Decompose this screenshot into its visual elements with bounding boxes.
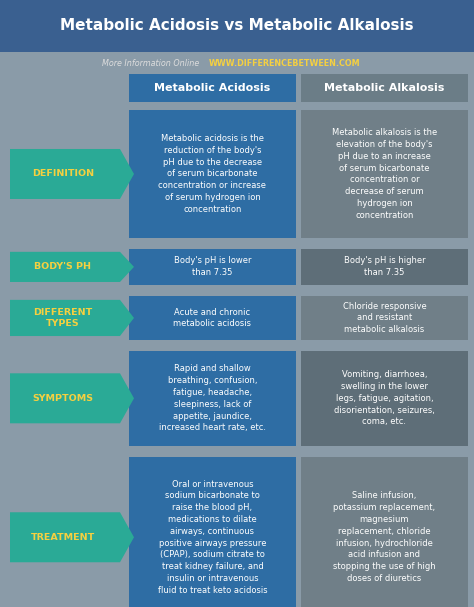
FancyBboxPatch shape <box>301 110 468 238</box>
Text: WWW.DIFFERENCEBETWEEN.COM: WWW.DIFFERENCEBETWEEN.COM <box>209 58 360 67</box>
FancyBboxPatch shape <box>301 249 468 285</box>
Text: DIFFERENT
TYPES: DIFFERENT TYPES <box>33 308 92 328</box>
Polygon shape <box>10 300 134 336</box>
Polygon shape <box>10 252 134 282</box>
FancyBboxPatch shape <box>129 74 296 102</box>
FancyBboxPatch shape <box>129 249 296 285</box>
FancyBboxPatch shape <box>301 296 468 340</box>
FancyBboxPatch shape <box>129 296 296 340</box>
Polygon shape <box>10 512 134 562</box>
Text: More Information Online: More Information Online <box>102 58 199 67</box>
FancyBboxPatch shape <box>0 0 474 52</box>
Text: TREATMENT: TREATMENT <box>31 533 95 542</box>
Text: Metabolic alkalosis is the
elevation of the body's
pH due to an increase
of seru: Metabolic alkalosis is the elevation of … <box>332 128 437 220</box>
FancyBboxPatch shape <box>129 351 296 446</box>
Text: Saline infusion,
potassium replacement,
magnesium
replacement, chloride
infusion: Saline infusion, potassium replacement, … <box>333 492 436 583</box>
Text: Acute and chronic
metabolic acidosis: Acute and chronic metabolic acidosis <box>173 308 252 328</box>
FancyBboxPatch shape <box>301 456 468 607</box>
Text: Body's pH is lower
than 7.35: Body's pH is lower than 7.35 <box>174 257 251 277</box>
Text: Metabolic Acidosis vs Metabolic Alkalosis: Metabolic Acidosis vs Metabolic Alkalosi… <box>60 18 414 33</box>
Text: Metabolic Alkalosis: Metabolic Alkalosis <box>324 83 445 93</box>
Text: BODY'S PH: BODY'S PH <box>35 262 91 271</box>
Text: Metabolic acidosis is the
reduction of the body's
pH due to the decrease
of seru: Metabolic acidosis is the reduction of t… <box>158 134 266 214</box>
Polygon shape <box>10 373 134 423</box>
Text: SYMPTOMS: SYMPTOMS <box>33 394 93 403</box>
Text: Vomiting, diarrhoea,
swelling in the lower
legs, fatigue, agitation,
disorientat: Vomiting, diarrhoea, swelling in the low… <box>334 370 435 426</box>
Text: DEFINITION: DEFINITION <box>32 169 94 178</box>
FancyBboxPatch shape <box>129 456 296 607</box>
FancyBboxPatch shape <box>129 110 296 238</box>
Polygon shape <box>10 149 134 199</box>
Text: Rapid and shallow
breathing, confusion,
fatigue, headache,
sleepiness, lack of
a: Rapid and shallow breathing, confusion, … <box>159 364 266 432</box>
Text: Body's pH is higher
than 7.35: Body's pH is higher than 7.35 <box>344 257 425 277</box>
FancyBboxPatch shape <box>301 351 468 446</box>
Text: Oral or intravenous
sodium bicarbonate to
raise the blood pH,
medications to dil: Oral or intravenous sodium bicarbonate t… <box>158 480 267 595</box>
Text: Metabolic Acidosis: Metabolic Acidosis <box>155 83 271 93</box>
Text: Chloride responsive
and resistant
metabolic alkalosis: Chloride responsive and resistant metabo… <box>343 302 427 334</box>
FancyBboxPatch shape <box>301 74 468 102</box>
